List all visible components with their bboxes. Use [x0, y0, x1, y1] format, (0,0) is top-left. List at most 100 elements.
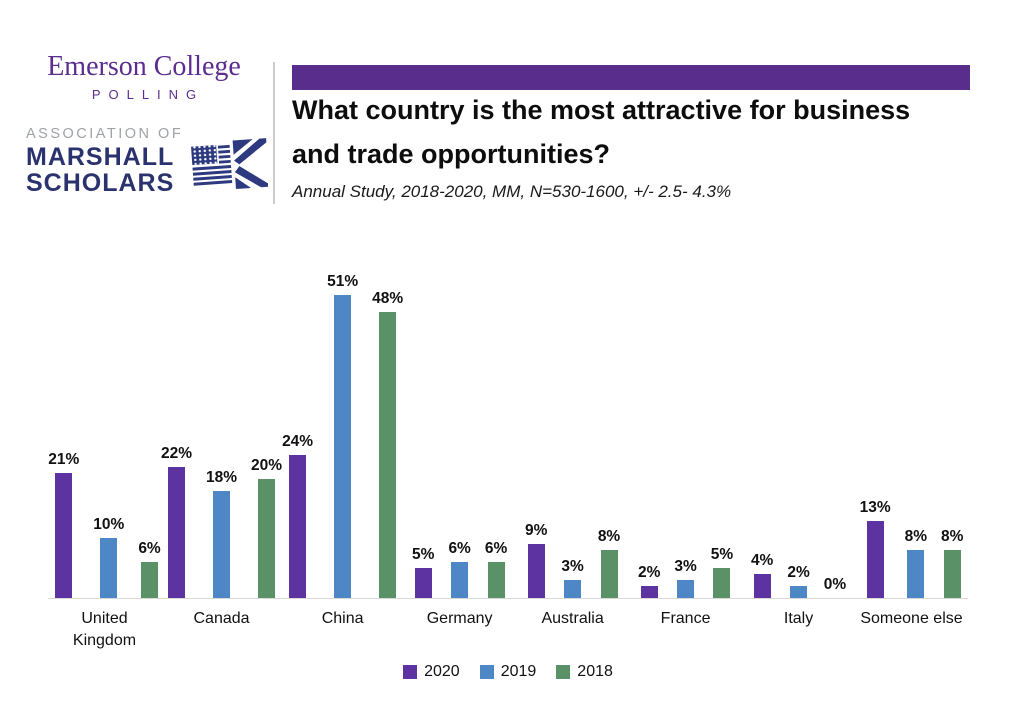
value-label: 48%: [372, 290, 404, 307]
value-label: 2%: [637, 564, 661, 581]
bar-with-label: 8%: [941, 272, 963, 598]
legend-item-2019: 2019: [479, 663, 537, 681]
value-label: 18%: [206, 469, 238, 486]
bar-2020: [640, 586, 658, 598]
bar-2018: [379, 312, 397, 598]
bar-with-label: 6%: [485, 272, 507, 598]
legend-item-2018: 2018: [556, 663, 613, 681]
value-label: 5%: [710, 546, 734, 563]
category-group: 4% 2% 0% Italy: [742, 272, 855, 652]
bar-2020: [753, 574, 771, 598]
bar-with-label: 0%: [824, 272, 846, 598]
legend-label: 2019: [500, 663, 537, 680]
value-label: 51%: [327, 273, 359, 290]
bar-2020: [55, 473, 73, 598]
bar-2018: [258, 479, 276, 598]
category-group: 22% 18% 20% Canada: [161, 272, 282, 652]
bar-2018: [141, 562, 159, 598]
category-group: 9% 3% 8% Australia: [516, 272, 629, 652]
bar-2019: [677, 580, 695, 598]
us-uk-flag-icon: [191, 138, 268, 190]
bar-2019: [100, 538, 118, 598]
bar-2019: [907, 550, 925, 598]
bar-with-label: 21%: [48, 272, 79, 598]
legend-swatch: [403, 665, 418, 679]
bar-2018: [487, 562, 505, 598]
bar-with-label: 4%: [751, 272, 773, 598]
marshall-scholars-lockup: ASSOCIATION OF MARSHALL SCHOLARS: [20, 126, 268, 196]
legend-label: 2018: [577, 663, 613, 680]
category-label: Italy: [783, 610, 814, 627]
category-group: 21% 10% 6% United Kingdom: [48, 272, 161, 652]
bar-with-label: 5%: [711, 272, 733, 598]
bar-with-label: 20%: [251, 272, 282, 598]
value-label: 5%: [412, 546, 435, 563]
association-of-label: ASSOCIATION OF: [26, 126, 184, 142]
legend-item-2020: 2020: [403, 663, 460, 681]
bar-2018: [713, 568, 731, 598]
bar-with-label: 10%: [93, 272, 124, 598]
bar-2019: [334, 295, 352, 598]
bar-2020: [527, 544, 545, 598]
bar-with-label: 8%: [905, 272, 927, 598]
polling-wordmark: POLLING: [91, 87, 205, 102]
bar-with-label: 8%: [598, 272, 620, 598]
value-label: 22%: [160, 445, 192, 462]
bar-cluster: 9% 3% 8%: [525, 272, 620, 598]
legend-swatch: [479, 665, 494, 679]
bar-with-label: 3%: [674, 272, 697, 598]
value-label: 3%: [561, 558, 584, 575]
category-label: Someone else: [860, 610, 963, 627]
marshall-label: MARSHALL: [26, 143, 175, 171]
bar-cluster: 5% 6% 6%: [412, 272, 507, 598]
value-label: 6%: [484, 540, 508, 557]
bar-with-label: 51%: [327, 272, 358, 598]
emerson-college-wordmark: Emerson College: [47, 51, 241, 82]
bar-with-label: 18%: [206, 272, 237, 598]
value-label: 3%: [674, 558, 697, 575]
bar-with-label: 2%: [638, 272, 660, 598]
study-subtitle: Annual Study, 2018-2020, MM, N=530-1600,…: [292, 182, 732, 201]
value-label: 8%: [941, 528, 964, 545]
category-label: United Kingdom: [72, 610, 137, 649]
bar-chart: 21% 10% 6% United Kingdom 22% 18% 20% Canada 24% 5…: [48, 272, 968, 692]
category-group: 24% 51% 48% China: [282, 272, 403, 652]
bar-cluster: 22% 18% 20%: [161, 272, 282, 598]
x-axis-line: [48, 598, 968, 599]
scholars-label: SCHOLARS: [26, 169, 175, 197]
bar-with-label: 48%: [372, 272, 403, 598]
bar-cluster: 24% 51% 48%: [282, 272, 403, 598]
category-label: Canada: [193, 610, 250, 627]
legend-label: 2020: [424, 663, 460, 680]
bar-2019: [790, 586, 808, 598]
bar-with-label: 6%: [448, 272, 471, 598]
value-label: 20%: [251, 457, 283, 474]
value-label: 0%: [823, 576, 847, 593]
value-label: 13%: [859, 499, 891, 516]
category-group: 5% 6% 6% Germany: [403, 272, 516, 652]
bar-cluster: 13% 8% 8%: [860, 272, 963, 598]
bar-2018: [600, 550, 618, 598]
category-label: Germany: [426, 610, 493, 627]
value-label: 4%: [750, 552, 774, 569]
bar-cluster: 21% 10% 6%: [48, 272, 161, 598]
bar-with-label: 3%: [561, 272, 584, 598]
value-label: 2%: [787, 564, 810, 581]
bar-2020: [866, 521, 884, 598]
value-label: 21%: [48, 451, 80, 468]
bar-cluster: 2% 3% 5%: [638, 272, 733, 598]
category-label: China: [321, 610, 364, 627]
category-group: 2% 3% 5% France: [629, 272, 742, 652]
bar-cluster: 4% 2% 0%: [751, 272, 846, 598]
bar-with-label: 5%: [412, 272, 434, 598]
title-line-1: What country is the most attractive for …: [292, 95, 911, 125]
value-label: 8%: [904, 528, 928, 545]
bar-with-label: 24%: [282, 272, 313, 598]
bar-with-label: 22%: [161, 272, 192, 598]
bar-with-label: 13%: [860, 272, 891, 598]
value-label: 6%: [138, 540, 161, 557]
category-label: Australia: [541, 610, 604, 627]
value-label: 6%: [448, 540, 471, 557]
title-line-2: and trade opportunities?: [292, 139, 611, 169]
bar-2020: [289, 455, 307, 598]
